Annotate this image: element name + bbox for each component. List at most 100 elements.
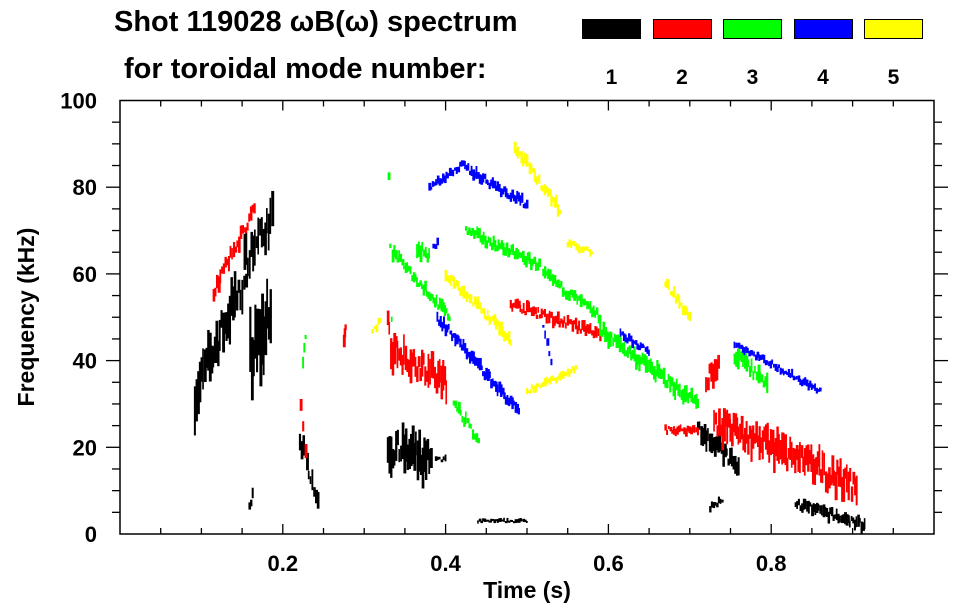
spectrum-point — [651, 361, 653, 376]
spectrum-point — [735, 461, 738, 476]
spectrum-point — [445, 171, 448, 179]
spectrum-point — [810, 444, 813, 473]
spectrum-point — [517, 192, 520, 202]
spectrum-point — [573, 290, 577, 301]
spectrum-point — [705, 430, 708, 452]
spectrum-point — [197, 371, 200, 415]
spectrum-point — [475, 433, 479, 443]
spectrum-point — [522, 158, 525, 167]
spectrum-point — [673, 286, 676, 298]
spectrum-point — [462, 338, 465, 351]
legend-label-5: 5 — [887, 66, 900, 89]
spectrum-point — [419, 280, 422, 286]
spectrum-point — [573, 368, 576, 374]
spectrum-point — [208, 332, 212, 382]
spectrum-point — [302, 356, 305, 369]
spectrum-point — [485, 519, 487, 522]
spectrum-point — [388, 436, 392, 474]
spectrum-point — [825, 507, 829, 517]
spectrum-point — [261, 293, 264, 365]
spectrum-point — [443, 304, 447, 317]
spectrum-point — [501, 326, 504, 338]
spectrum-point — [678, 296, 681, 309]
spectrum-point — [520, 151, 523, 164]
spectrum-point — [475, 357, 479, 366]
spectrum-point — [267, 307, 271, 340]
spectrum-point — [300, 441, 304, 460]
spectrum-point — [802, 498, 806, 510]
spectrum-point — [526, 520, 528, 523]
spectrum-point — [644, 347, 647, 352]
spectrum-point — [490, 518, 493, 523]
spectrum-point — [578, 320, 581, 331]
spectrum-point — [464, 226, 468, 231]
chart-title: Shot 119028 ωB(ω) spectrum — [114, 6, 518, 38]
spectrum-point — [462, 285, 466, 299]
spectrum-point — [485, 367, 488, 380]
spectrum-point — [664, 281, 667, 288]
spectrum-point — [506, 333, 510, 341]
spectrum-point — [436, 237, 440, 246]
spectrum-point — [807, 383, 810, 391]
spectrum-point — [493, 380, 497, 387]
spectrum-point — [804, 377, 807, 386]
spectrum-point — [579, 328, 582, 334]
spectrum-point — [430, 186, 433, 190]
spectrum-point — [506, 517, 509, 523]
spectrum-point — [762, 380, 766, 388]
spectrum-point — [254, 304, 257, 359]
spectrum-point — [566, 290, 570, 301]
spectrum-point — [426, 253, 429, 263]
spectrum-point — [488, 182, 491, 190]
spectrum-point — [248, 250, 251, 279]
spectrum-point — [425, 370, 428, 382]
spectrum-point — [401, 422, 405, 460]
spectrum-point — [570, 241, 573, 248]
spectrum-point — [817, 504, 820, 511]
spectrum-point — [834, 472, 838, 501]
spectrum-point — [531, 259, 534, 266]
spectrum-point — [784, 370, 787, 374]
spectrum-point — [594, 310, 597, 318]
spectrum-point — [719, 498, 722, 504]
spectrum-point — [550, 358, 553, 366]
spectrum-point — [815, 387, 819, 394]
spectrum-point — [416, 366, 419, 383]
spectrum-point — [587, 303, 590, 309]
spectrum-point — [707, 428, 709, 442]
spectrum-point — [688, 311, 692, 321]
spectrum-point — [477, 172, 480, 179]
spectrum-point — [226, 258, 229, 266]
spectrum-point — [624, 334, 627, 343]
spectrum-point — [223, 312, 226, 335]
spectrum-point — [480, 365, 483, 371]
spectrum-point — [550, 275, 553, 281]
y-tick-label: 0 — [85, 522, 97, 547]
spectrum-point — [714, 412, 718, 425]
spectrum-point — [524, 310, 527, 316]
spectrum-point — [639, 342, 642, 349]
spectrum-point — [239, 289, 242, 311]
spectrum-point — [483, 518, 487, 522]
spectrum-point — [573, 240, 576, 247]
spectrum-point — [548, 377, 552, 385]
spectrum-point — [477, 296, 480, 310]
spectrum-point — [629, 335, 633, 342]
spectrum-point — [630, 351, 633, 361]
x-tick-label: 0.4 — [430, 551, 461, 576]
spectrum-point — [805, 379, 809, 387]
spectrum-point — [750, 358, 753, 373]
spectrum-point — [499, 321, 503, 335]
spectrum-point — [459, 161, 463, 167]
spectrum-point — [781, 432, 784, 465]
spectrum-point — [733, 341, 736, 349]
spectrum-point — [461, 415, 464, 423]
spectrum-point — [202, 348, 204, 390]
spectrum-point — [670, 377, 674, 387]
spectrum-point — [248, 502, 252, 510]
spectrum-point — [526, 388, 529, 395]
spectrum-point — [844, 512, 847, 525]
spectrum-point — [534, 307, 537, 315]
spectrum-point — [638, 354, 641, 372]
spectrum-point — [496, 320, 500, 327]
